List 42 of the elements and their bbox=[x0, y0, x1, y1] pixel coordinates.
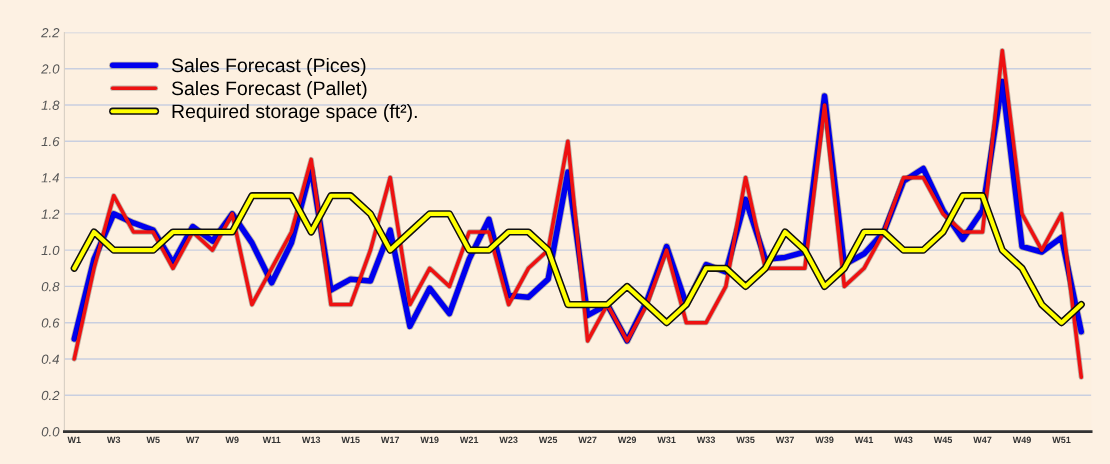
x-tick-label: W9 bbox=[225, 436, 239, 444]
x-tick-label: W1 bbox=[67, 436, 81, 443]
legend-label: Sales Forecast (Pallet) bbox=[171, 80, 367, 100]
x-tick-label: W35 bbox=[736, 436, 755, 444]
x-tick-label: W11 bbox=[262, 436, 281, 443]
x-tick-label: W47 bbox=[973, 436, 992, 443]
y-tick-label: 0.2 bbox=[41, 390, 60, 401]
x-tick-label: W33 bbox=[696, 436, 716, 444]
x-tick-label: W39 bbox=[815, 436, 834, 444]
x-tick-label: W43 bbox=[894, 436, 913, 444]
y-tick-label: 2.2 bbox=[41, 28, 60, 38]
x-tick-label: W3 bbox=[106, 436, 121, 444]
x-tick-label: W49 bbox=[1012, 436, 1031, 444]
y-tick-label: 1.0 bbox=[41, 245, 60, 256]
x-tick-label: W13 bbox=[301, 436, 321, 444]
x-tick-label: W31 bbox=[657, 436, 676, 444]
y-tick-label: 0.0 bbox=[41, 427, 60, 437]
y-tick-label: 1.2 bbox=[41, 209, 60, 219]
line-series bbox=[71, 47, 1084, 380]
legend-label: Sales Forecast (Pices) bbox=[171, 57, 366, 77]
x-tick-label: W37 bbox=[775, 436, 794, 444]
y-tick-label: 0.8 bbox=[41, 281, 60, 292]
x-tick-label: W45 bbox=[933, 436, 953, 444]
x-tick-label: W41 bbox=[854, 436, 874, 443]
x-tick-label: W17 bbox=[380, 436, 400, 443]
x-tick-label: W19 bbox=[420, 436, 439, 444]
legend-label: Required storage space (ft²). bbox=[172, 103, 417, 123]
x-tick-label: W29 bbox=[617, 436, 637, 444]
x-tick-label: W21 bbox=[459, 436, 479, 443]
y-tick-label: 0.4 bbox=[41, 354, 60, 364]
y-tick-label: 2.0 bbox=[41, 64, 60, 74]
y-tick-label: 0.6 bbox=[41, 318, 60, 328]
x-tick-label: W23 bbox=[499, 436, 518, 444]
y-tick-label: 1.8 bbox=[41, 100, 60, 110]
x-tick-label: W27 bbox=[578, 436, 597, 443]
x-tick-label: W15 bbox=[341, 436, 360, 444]
y-tick-label: 1.4 bbox=[41, 173, 60, 183]
x-tick-label: W51 bbox=[1052, 436, 1071, 444]
x-tick-label: W25 bbox=[538, 436, 558, 444]
y-tick-label: 1.6 bbox=[41, 136, 60, 147]
x-tick-label: W5 bbox=[146, 436, 160, 444]
x-tick-label: W7 bbox=[185, 436, 200, 443]
